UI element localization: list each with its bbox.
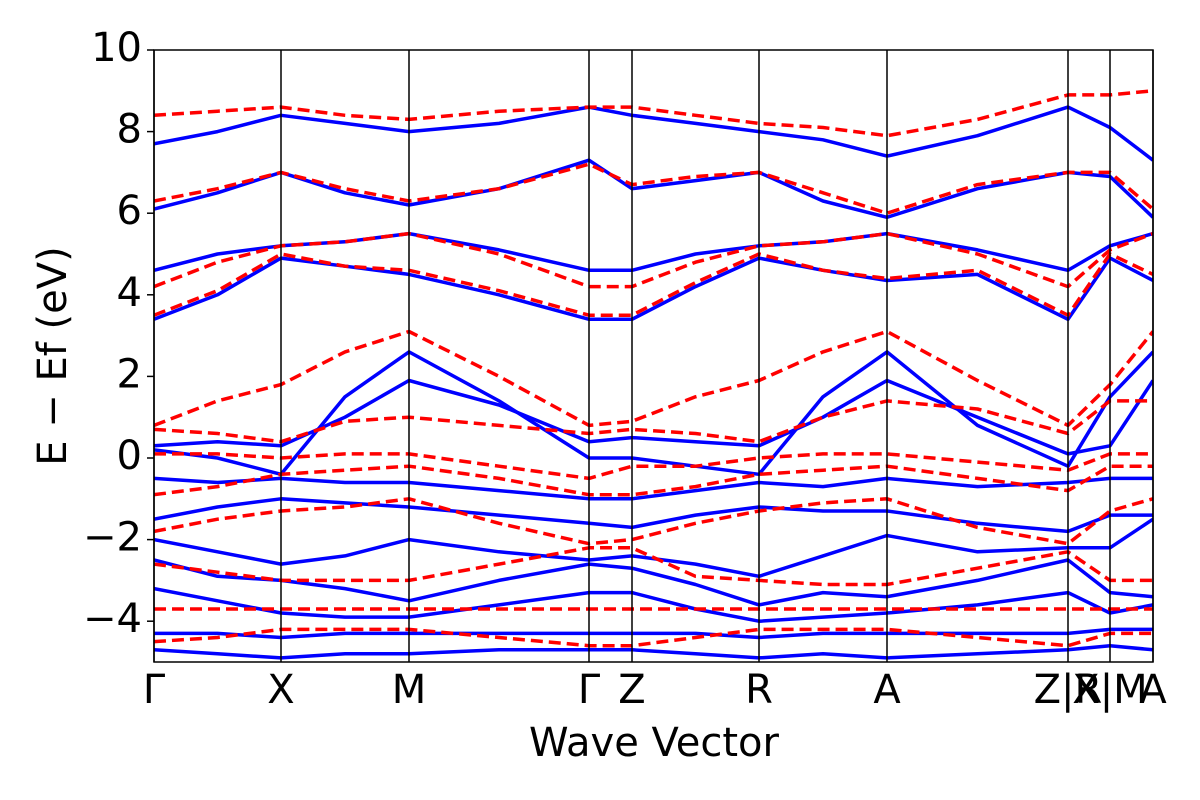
band-line bbox=[154, 158, 1153, 220]
band-line bbox=[154, 231, 1153, 273]
band-line bbox=[154, 586, 1153, 623]
x-tick-label: Z bbox=[618, 667, 645, 713]
band-line bbox=[154, 329, 1153, 428]
x-tick-label: X bbox=[267, 667, 294, 713]
band-line bbox=[154, 252, 1153, 317]
x-tick-label: M bbox=[392, 667, 427, 713]
y-tick-label: −4 bbox=[83, 596, 142, 642]
y-tick-label: −2 bbox=[83, 515, 142, 561]
x-axis-label: Wave Vector bbox=[529, 720, 780, 766]
band-line bbox=[154, 231, 1153, 289]
band-line bbox=[154, 643, 1153, 660]
y-axis-label: E − Ef (eV) bbox=[30, 246, 76, 465]
x-tick-label: A bbox=[1139, 667, 1167, 713]
band-line bbox=[154, 256, 1153, 322]
y-tick-label: 4 bbox=[117, 270, 142, 316]
y-tick-label: 6 bbox=[117, 188, 142, 234]
band-line bbox=[154, 89, 1153, 138]
band-line bbox=[154, 476, 1153, 501]
x-tick-label: X|M bbox=[1072, 667, 1147, 713]
band-line bbox=[154, 558, 1153, 607]
band-line bbox=[154, 497, 1153, 546]
x-tick-label: R bbox=[745, 667, 773, 713]
band-line bbox=[154, 517, 1153, 579]
y-tick-label: 2 bbox=[117, 351, 142, 397]
band-line bbox=[154, 105, 1153, 162]
band-line bbox=[154, 162, 1153, 215]
band-line bbox=[154, 627, 1153, 640]
band-line bbox=[154, 627, 1153, 648]
x-tick-label: A bbox=[873, 667, 901, 713]
band-line bbox=[154, 452, 1153, 481]
band-line bbox=[154, 378, 1153, 456]
x-tick-label: Γ bbox=[578, 667, 601, 713]
y-tick-label: 0 bbox=[117, 433, 142, 479]
bands bbox=[154, 89, 1153, 660]
band-line bbox=[154, 350, 1153, 477]
band-line bbox=[154, 546, 1153, 587]
y-tick-label: 8 bbox=[117, 107, 142, 153]
band-line bbox=[154, 399, 1153, 444]
x-tick-label: Z|R bbox=[1034, 667, 1103, 713]
y-tick-label: 10 bbox=[91, 25, 142, 71]
band-line bbox=[154, 497, 1153, 534]
x-tick-label: Γ bbox=[143, 667, 166, 713]
plot-frame bbox=[153, 49, 1154, 663]
band-line bbox=[154, 464, 1153, 497]
